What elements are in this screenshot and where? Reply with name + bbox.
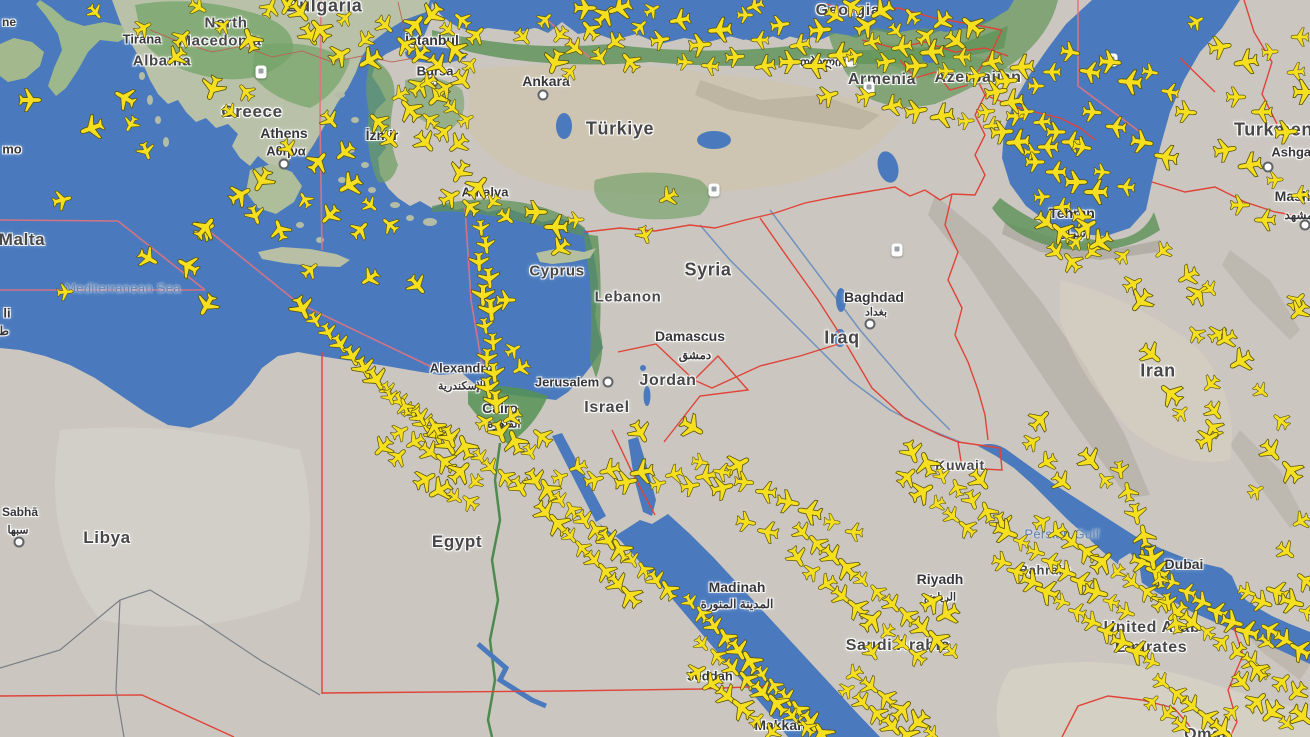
region-borders-gray <box>0 589 321 737</box>
fir-boundaries <box>0 0 1141 372</box>
